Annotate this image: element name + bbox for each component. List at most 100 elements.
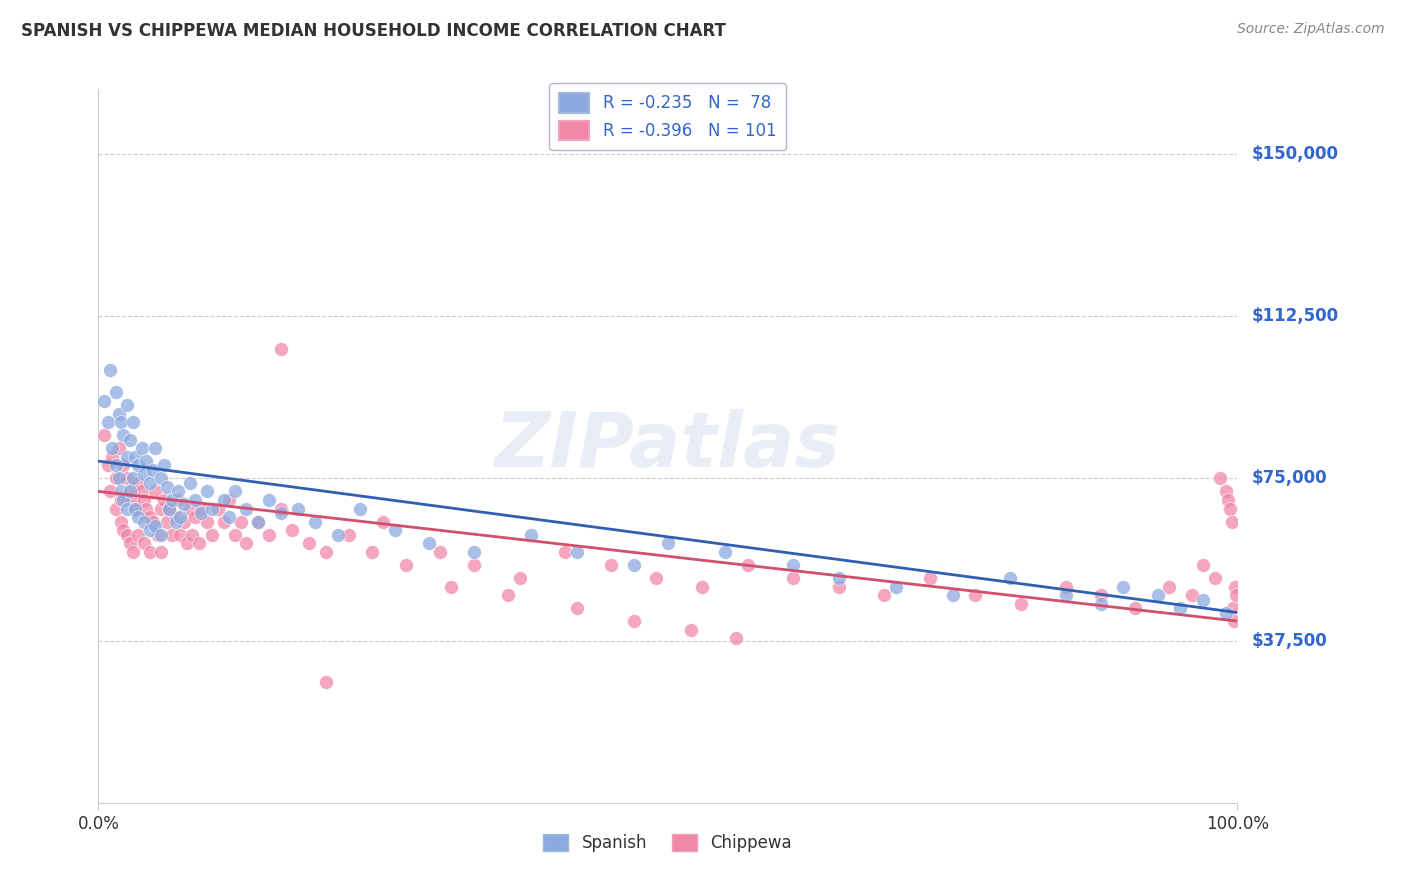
- Point: [98, 484, 121, 499]
- Point: [180, 527, 202, 541]
- Point: [131, 441, 153, 455]
- Point: [1010, 597, 1032, 611]
- Point: [145, 484, 167, 499]
- Point: [124, 501, 146, 516]
- Point: [1204, 571, 1226, 585]
- Point: [259, 527, 281, 541]
- Text: Source: ZipAtlas.com: Source: ZipAtlas.com: [1237, 22, 1385, 37]
- Point: [157, 501, 180, 516]
- Point: [169, 527, 191, 541]
- Point: [110, 493, 132, 508]
- Point: [326, 527, 349, 541]
- Point: [104, 384, 127, 399]
- Point: [157, 501, 180, 516]
- Point: [142, 463, 165, 477]
- Point: [104, 471, 127, 485]
- Point: [623, 558, 645, 572]
- Point: [212, 515, 235, 529]
- Point: [714, 545, 737, 559]
- Point: [120, 484, 142, 499]
- Point: [121, 415, 143, 429]
- Point: [1209, 471, 1232, 485]
- Point: [145, 441, 167, 455]
- Point: [104, 458, 127, 473]
- Point: [184, 493, 207, 508]
- Point: [150, 545, 173, 559]
- Point: [918, 571, 941, 585]
- Point: [138, 524, 160, 538]
- Point: [96, 415, 118, 429]
- Point: [115, 450, 138, 464]
- Point: [108, 441, 131, 455]
- Point: [657, 536, 679, 550]
- Point: [127, 510, 149, 524]
- Point: [112, 458, 135, 473]
- Point: [873, 588, 896, 602]
- Point: [179, 475, 201, 490]
- Text: ZIPatlas: ZIPatlas: [495, 409, 841, 483]
- Point: [224, 484, 246, 499]
- Point: [1157, 580, 1180, 594]
- Point: [782, 558, 804, 572]
- Point: [201, 501, 224, 516]
- Point: [463, 558, 485, 572]
- Point: [1225, 588, 1247, 602]
- Point: [235, 536, 257, 550]
- Point: [104, 501, 127, 516]
- Point: [429, 545, 451, 559]
- Point: [498, 588, 520, 602]
- Legend: Spanish, Chippewa: Spanish, Chippewa: [537, 827, 799, 859]
- Point: [162, 527, 184, 541]
- Point: [259, 493, 281, 508]
- Point: [132, 467, 155, 482]
- Point: [395, 558, 418, 572]
- Point: [165, 510, 187, 524]
- Point: [167, 484, 190, 499]
- Point: [287, 501, 309, 516]
- Point: [190, 506, 212, 520]
- Point: [942, 588, 965, 602]
- Point: [315, 545, 337, 559]
- Point: [623, 614, 645, 628]
- Point: [115, 398, 138, 412]
- Point: [1123, 601, 1146, 615]
- Point: [207, 501, 229, 516]
- Text: $75,000: $75,000: [1251, 469, 1327, 487]
- Point: [965, 588, 987, 602]
- Point: [1215, 606, 1237, 620]
- Point: [298, 536, 321, 550]
- Point: [121, 471, 143, 485]
- Point: [115, 501, 138, 516]
- Point: [176, 536, 198, 550]
- Point: [153, 458, 176, 473]
- Point: [101, 441, 124, 455]
- Point: [725, 632, 748, 646]
- Point: [1220, 515, 1243, 529]
- Point: [440, 580, 463, 594]
- Point: [1215, 484, 1237, 499]
- Point: [304, 515, 326, 529]
- Point: [93, 428, 115, 442]
- Point: [645, 571, 668, 585]
- Point: [1054, 580, 1078, 594]
- Point: [418, 536, 440, 550]
- Point: [360, 545, 382, 559]
- Point: [132, 536, 155, 550]
- Point: [112, 428, 135, 442]
- Point: [110, 515, 132, 529]
- Point: [112, 493, 135, 508]
- Point: [120, 536, 142, 550]
- Point: [1223, 580, 1246, 594]
- Point: [131, 484, 153, 499]
- Point: [1090, 588, 1112, 602]
- Point: [218, 493, 240, 508]
- Point: [127, 458, 149, 473]
- Point: [135, 454, 157, 468]
- Point: [156, 480, 179, 494]
- Point: [565, 601, 588, 615]
- Point: [565, 545, 588, 559]
- Point: [187, 536, 209, 550]
- Point: [554, 545, 576, 559]
- Point: [246, 515, 269, 529]
- Point: [235, 501, 257, 516]
